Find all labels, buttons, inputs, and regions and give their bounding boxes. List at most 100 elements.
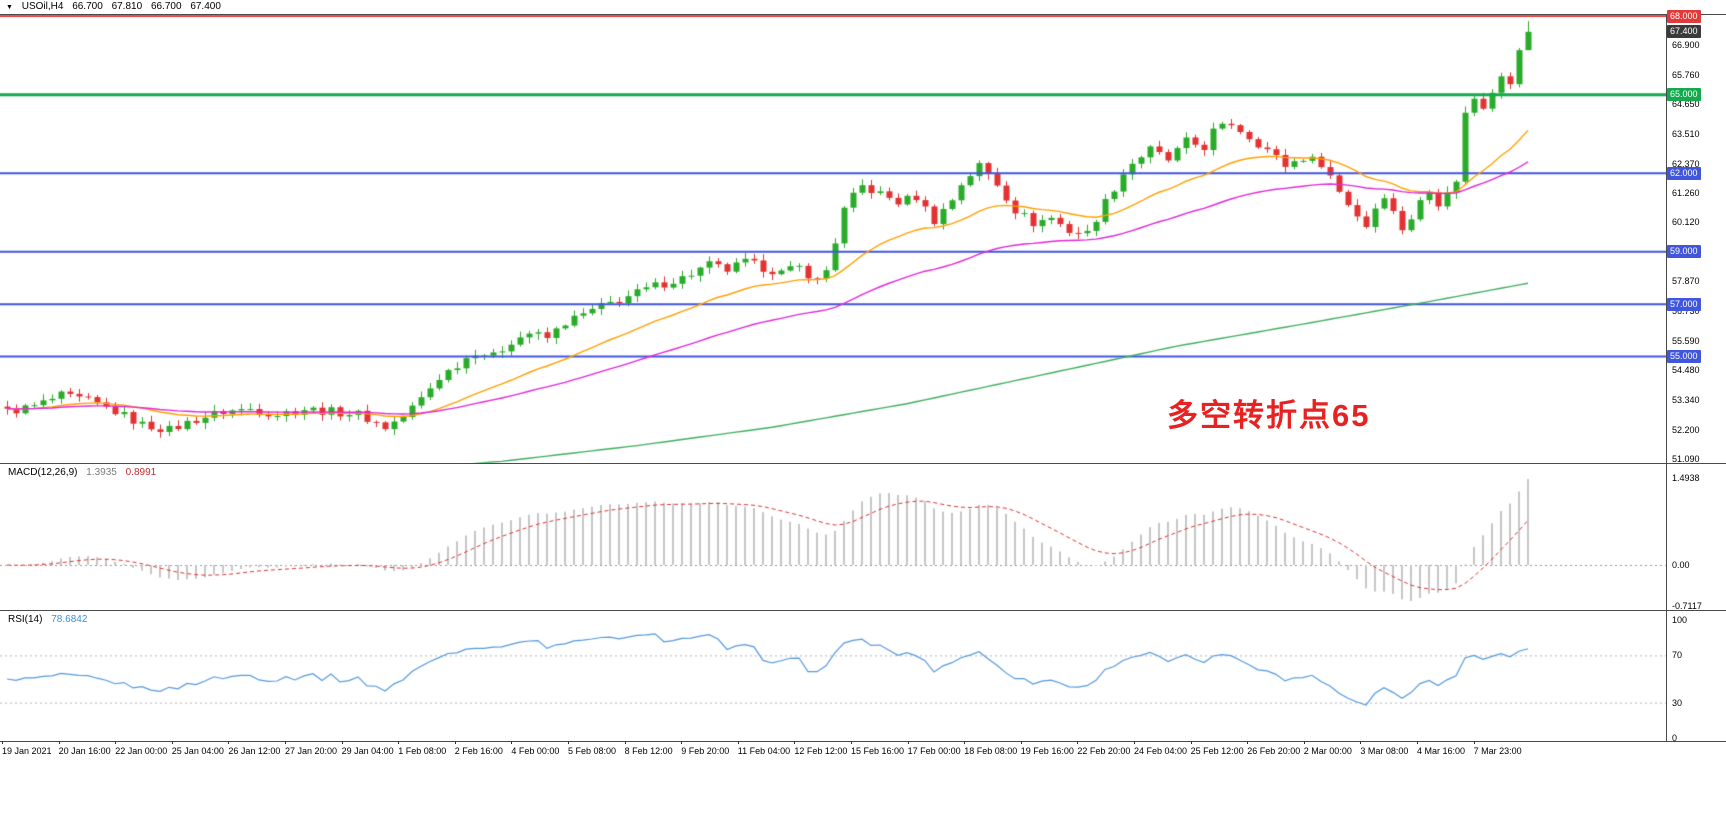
time-axis-label: 18 Feb 08:00 [964,746,1018,756]
time-tick [1473,741,1475,744]
price-level-badge: 62.000 [1667,166,1701,180]
price-axis-label: 65.760 [1672,69,1700,80]
time-axis-label: 9 Feb 20:00 [681,746,730,756]
time-tick [1134,741,1135,744]
macd-axis-label: 0.00 [1672,560,1690,570]
time-axis-label: 17 Feb 00:00 [907,746,961,756]
low-value: 66.700 [150,1,182,12]
time-tick [171,741,173,744]
macd-value: 0.8991 [125,467,157,478]
rsi-name: RSI(14) [8,614,43,625]
price-level-badge: 65.000 [1667,88,1701,102]
rsi-panel-separator[interactable] [0,610,1726,611]
price-level-badge: 68.000 [1667,9,1701,23]
current-price-badge: 67.400 [1667,25,1701,39]
macd-axis-label: -0.7117 [1672,601,1702,612]
rsi-label-row: RSI(14) 78.6842 [8,614,93,625]
time-axis-label: 26 Feb 20:00 [1247,746,1301,756]
time-tick [907,741,909,744]
time-tick [737,741,739,744]
time-tick [511,741,513,744]
time-tick [1303,741,1305,744]
price-axis-label: 55.590 [1672,336,1700,347]
chart-canvas[interactable] [0,0,1666,741]
open-value: 66.700 [72,1,103,12]
time-axis[interactable]: 19 Jan 2021 20 Jan 16:00 22 Jan 00:00 25 Ja… [0,741,1726,763]
time-axis-label: 25 Feb 12:00 [1190,746,1244,756]
price-axis-label: 62.370 [1672,158,1700,169]
time-axis-label: 4 Mar 16:00 [1417,746,1466,756]
time-axis-label: 5 Feb 08:00 [568,746,617,756]
time-axis-label: 19 Feb 16:00 [1020,746,1074,756]
price-axis-label: 52.200 [1672,424,1700,435]
time-tick [1417,741,1418,744]
time-axis-label: 20 Jan 16:00 [58,746,111,756]
time-axis-label: 3 Mar 08:00 [1360,746,1409,756]
time-tick [341,741,343,744]
time-axis-label: 25 Jan 04:00 [171,746,224,756]
price-axis[interactable]: 66.900 65.760 64.650 63.510 62.370 61.260 60.1… [1666,9,1726,743]
chart-annotation: 多空转折点65 [1167,398,1371,433]
time-tick [398,741,400,744]
time-axis-label: 1 Feb 08:00 [398,746,447,756]
time-axis-label: 8 Feb 12:00 [624,746,673,756]
time-tick [228,741,230,744]
time-axis-label: 2 Feb 16:00 [454,746,503,756]
price-level-badge: 59.000 [1667,245,1701,259]
price-axis-label: 60.120 [1672,217,1700,228]
time-axis-label: 26 Jan 12:00 [228,746,281,756]
time-axis-label: 19 Jan 2021 [2,746,52,756]
time-tick [568,741,569,744]
close-value: 67.400 [190,1,221,12]
time-axis-label: 11 Feb 04:00 [737,746,791,756]
time-tick [964,741,966,744]
macd-panel-separator[interactable] [0,463,1726,464]
time-axis-label: 15 Feb 16:00 [851,746,905,756]
price-axis-label: 64.650 [1672,98,1700,109]
price-axis-label: 63.510 [1672,128,1700,139]
price-level-badge: 57.000 [1667,297,1701,311]
time-tick [115,741,117,744]
chart-top-border [0,14,1726,15]
time-tick [1190,741,1192,744]
price-axis-label: 51.090 [1672,453,1700,464]
time-axis-label: 22 Jan 00:00 [115,746,168,756]
price-level-badge: 55.000 [1667,350,1701,364]
time-axis-label: 24 Feb 04:00 [1134,746,1188,756]
time-axis-label: 4 Feb 00:00 [511,746,560,756]
time-axis-label: 12 Feb 12:00 [794,746,848,756]
time-tick [58,741,60,744]
time-tick [454,741,456,744]
price-axis-label: 54.480 [1672,365,1700,376]
price-axis-label: 53.340 [1672,395,1700,406]
time-tick [2,741,3,744]
time-tick [285,741,286,744]
macd-value: 1.3935 [86,467,117,478]
time-tick [851,741,852,744]
high-value: 67.810 [111,1,143,12]
rsi-value: 78.6842 [51,614,88,625]
rsi-axis-label: 100 [1672,615,1688,625]
time-tick [794,741,796,744]
time-axis-label: 2 Mar 00:00 [1303,746,1352,756]
price-axis-border [1666,14,1667,741]
chart-title: ▼ USOil,H4 66.700 67.810 66.700 67.400 [6,1,227,12]
price-axis-label: 57.870 [1672,276,1700,287]
time-axis-border [0,741,1726,742]
time-tick [681,741,683,744]
rsi-axis-label: 30 [1672,697,1683,708]
macd-name: MACD(12,26,9) [8,467,78,478]
price-axis-label: 66.900 [1672,39,1700,50]
rsi-axis-label: 70 [1672,650,1683,661]
time-tick [624,741,626,744]
time-axis-label: 22 Feb 20:00 [1077,746,1131,756]
time-axis-label: 27 Jan 20:00 [285,746,338,756]
macd-label-row: MACD(12,26,9) 1.3935 0.8991 [8,467,162,478]
price-axis-label: 61.260 [1672,187,1700,198]
time-tick [1247,741,1249,744]
rsi-axis-label: 0 [1672,733,1678,743]
time-tick [1020,741,1022,744]
symbol-marker-icon: ▼ [6,4,13,11]
symbol-timeframe-label: USOil,H4 [21,1,64,12]
